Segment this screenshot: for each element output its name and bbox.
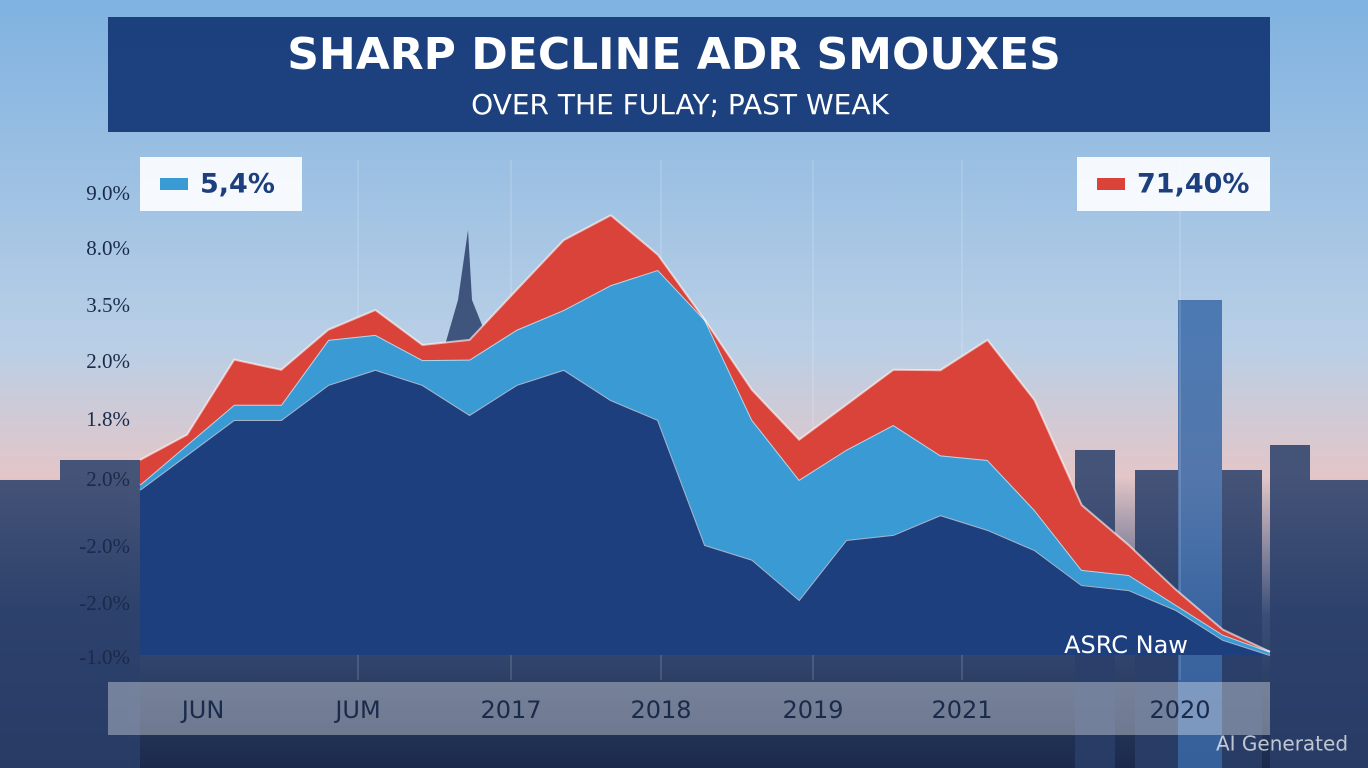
plot-area xyxy=(139,160,1271,680)
x-axis-label: JUN xyxy=(180,696,225,724)
annotation: ASRC Naw xyxy=(1064,631,1188,659)
x-axis-label: 2019 xyxy=(782,696,843,724)
watermark: AI Generated xyxy=(1216,732,1348,756)
area-series xyxy=(140,269,1270,655)
y-axis-label: 1.8% xyxy=(86,407,130,431)
x-axis-label: 2017 xyxy=(480,696,541,724)
y-axis-label: 8.0% xyxy=(86,236,130,260)
legend-label: 5,4% xyxy=(200,169,275,200)
legend-swatch xyxy=(160,178,188,190)
x-axis-label: 2021 xyxy=(931,696,992,724)
x-axis-label: 2018 xyxy=(630,696,691,724)
chart-subtitle: OVER THE FULAY; PAST WEAK xyxy=(471,88,889,121)
title-banner xyxy=(108,17,1270,132)
x-axis-band xyxy=(108,682,1270,735)
area-edge xyxy=(139,214,1271,653)
y-axis-label: -2.0% xyxy=(79,591,130,615)
legend-label: 71,40% xyxy=(1137,169,1249,200)
area-series xyxy=(140,215,1270,652)
x-axis-label: 2020 xyxy=(1149,696,1210,724)
y-axis-label: 9.0% xyxy=(86,181,130,205)
y-axis-label: 2.0% xyxy=(86,349,130,373)
legend-swatch xyxy=(1097,178,1125,190)
y-axis-label: 2.0% xyxy=(86,467,130,491)
area-series xyxy=(140,369,1270,655)
y-axis-label: 3.5% xyxy=(86,293,130,317)
chart-title: SHARP DECLINE ADR SMOUXES xyxy=(287,29,1061,80)
x-axis-label: JUM xyxy=(333,696,380,724)
y-axis-label: -2.0% xyxy=(79,534,130,558)
y-axis-label: -1.0% xyxy=(79,645,130,669)
